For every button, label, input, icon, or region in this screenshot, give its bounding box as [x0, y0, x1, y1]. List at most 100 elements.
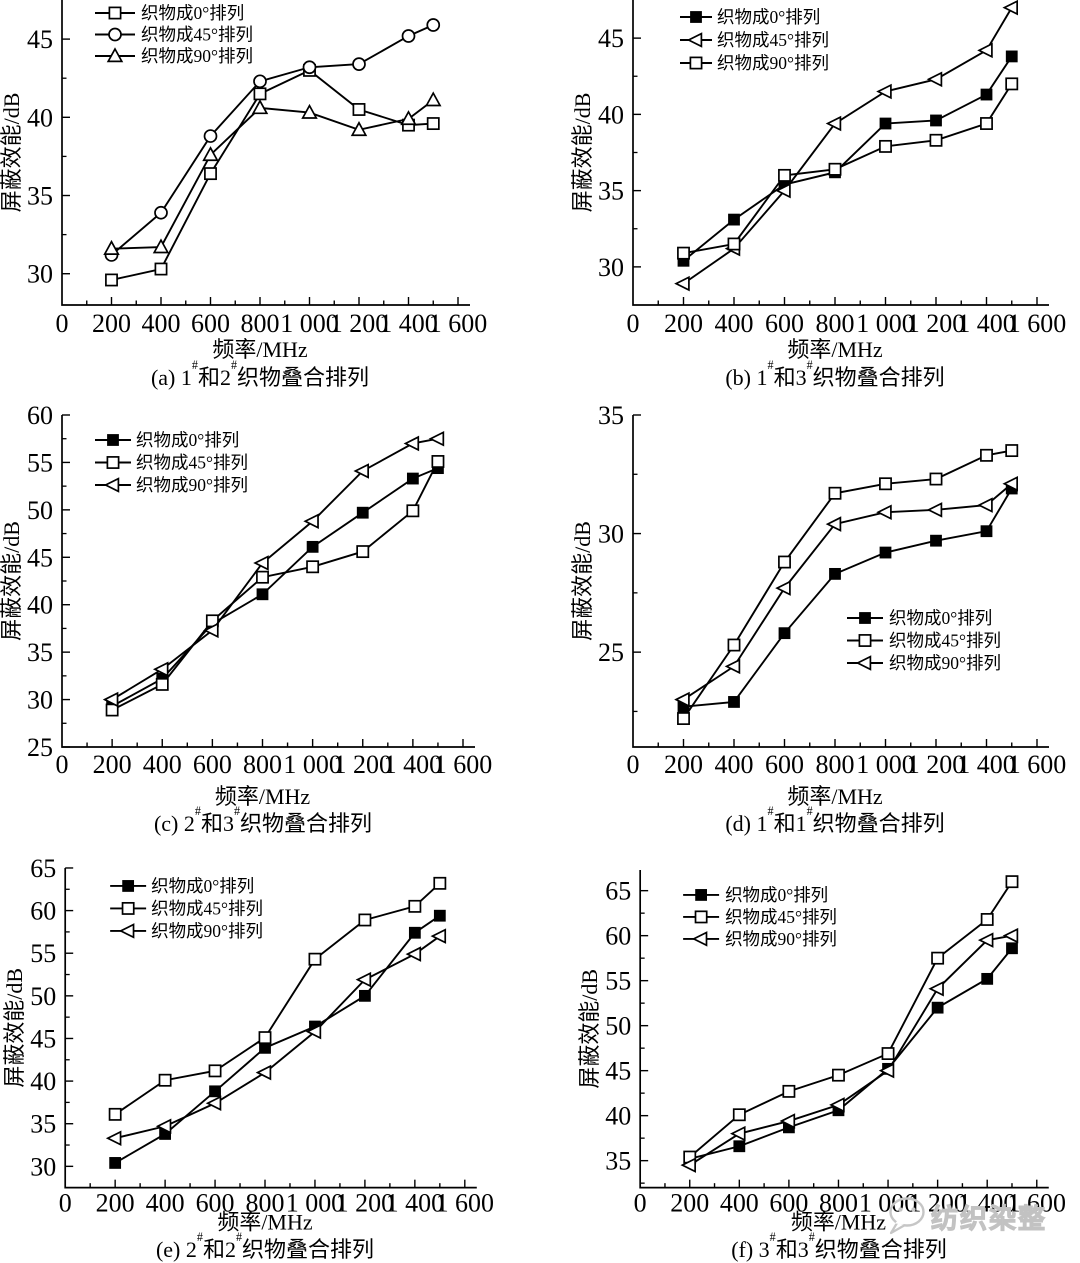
svg-text:织物成90°排列: 织物成90°排列 — [889, 653, 1001, 673]
svg-text:25: 25 — [27, 733, 53, 762]
svg-text:35: 35 — [598, 177, 624, 206]
y-axis-label: 屏蔽效能/dB — [570, 521, 595, 641]
svg-text:60: 60 — [605, 922, 631, 951]
svg-text:50: 50 — [605, 1012, 631, 1041]
svg-text:织物成90°排列: 织物成90°排列 — [141, 46, 253, 66]
svg-text:织物成45°排列: 织物成45°排列 — [717, 30, 829, 50]
svg-text:55: 55 — [30, 939, 56, 968]
svg-text:1 200: 1 200 — [334, 750, 393, 779]
svg-text:1 400: 1 400 — [384, 750, 443, 779]
svg-text:55: 55 — [27, 448, 53, 477]
chart-a: 0 200 400 600 800 1 000 1 200 1 400 1 600 30 35 40 4… — [0, 0, 540, 400]
svg-text:1 000: 1 000 — [856, 750, 915, 779]
x-axis-label: 频率/MHz — [787, 784, 883, 808]
svg-text:600: 600 — [193, 750, 232, 779]
svg-text:1 400: 1 400 — [379, 309, 438, 338]
svg-text:织物成0°排列: 织物成0°排列 — [141, 3, 244, 23]
svg-text:织物成90°排列: 织物成90°排列 — [136, 475, 248, 495]
svg-text:0: 0 — [59, 1189, 72, 1218]
series — [680, 875, 1019, 1173]
y-axis-label: 屏蔽效能/dB — [0, 521, 24, 641]
svg-text:40: 40 — [30, 1067, 56, 1096]
svg-text:800: 800 — [241, 309, 280, 338]
series — [105, 876, 447, 1169]
svg-text:65: 65 — [605, 877, 631, 906]
svg-text:50: 50 — [27, 496, 53, 525]
svg-text:0: 0 — [56, 309, 69, 338]
svg-text:1 600: 1 600 — [1008, 309, 1067, 338]
svg-text:40: 40 — [598, 100, 624, 129]
svg-text:50: 50 — [30, 982, 56, 1011]
svg-text:600: 600 — [769, 1189, 808, 1218]
svg-text:35: 35 — [605, 1147, 631, 1176]
svg-text:织物成0°排列: 织物成0°排列 — [725, 885, 828, 905]
x-axis-label: 频率/MHz — [217, 1210, 312, 1234]
x-axis-label: 频率/MHz — [212, 337, 308, 362]
svg-text:1 600: 1 600 — [429, 309, 488, 338]
series — [103, 18, 442, 287]
svg-text:800: 800 — [246, 1189, 285, 1218]
svg-text:0: 0 — [56, 750, 69, 779]
svg-text:0: 0 — [627, 309, 640, 338]
svg-text:800: 800 — [816, 750, 855, 779]
svg-text:30: 30 — [30, 1152, 56, 1181]
axes — [61, 0, 470, 306]
svg-text:800: 800 — [243, 750, 282, 779]
watermark: 纺织染整 — [886, 1196, 1047, 1236]
svg-text:织物成45°排列: 织物成45°排列 — [725, 907, 837, 927]
svg-text:45: 45 — [605, 1057, 631, 1086]
svg-text:45: 45 — [598, 24, 624, 53]
axes — [632, 0, 1049, 306]
series — [102, 430, 445, 717]
y-axis-label: 屏蔽效能/dB — [577, 969, 602, 1089]
svg-text:织物成0°排列: 织物成0°排列 — [136, 430, 239, 450]
svg-text:1 200: 1 200 — [336, 1189, 394, 1218]
svg-text:织物成90°排列: 织物成90°排列 — [151, 921, 263, 941]
svg-text:0: 0 — [627, 750, 640, 779]
svg-text:400: 400 — [715, 309, 754, 338]
svg-text:1 600: 1 600 — [1008, 1189, 1066, 1218]
svg-text:45: 45 — [30, 1024, 56, 1053]
svg-text:60: 60 — [30, 897, 56, 926]
svg-text:400: 400 — [143, 750, 182, 779]
x-axis-label: 频率/MHz — [791, 1210, 886, 1234]
chart-e: 0 200 400 600 800 1 000 1 200 1 400 1 600 30 35 40 4… — [0, 838, 540, 1263]
svg-text:60: 60 — [27, 401, 53, 430]
svg-text:1 200: 1 200 — [330, 309, 389, 338]
svg-text:200: 200 — [664, 750, 703, 779]
svg-text:35: 35 — [27, 638, 53, 667]
chart-c-caption: (c) 2 # 和3 # 织物叠合排列 — [153, 804, 373, 836]
svg-text:1 000: 1 000 — [859, 1189, 917, 1218]
y-axis-label: 屏蔽效能/dB — [2, 968, 27, 1088]
svg-text:1 000: 1 000 — [283, 750, 342, 779]
svg-text:55: 55 — [605, 967, 631, 996]
svg-text:0: 0 — [634, 1189, 647, 1218]
svg-text:200: 200 — [93, 750, 132, 779]
svg-text:织物成45°排列: 织物成45°排列 — [889, 631, 1001, 651]
axes — [639, 869, 1049, 1189]
svg-text:40: 40 — [605, 1102, 631, 1131]
svg-text:织物成45°排列: 织物成45°排列 — [151, 898, 263, 918]
svg-text:35: 35 — [30, 1110, 56, 1139]
svg-text:1 200: 1 200 — [907, 750, 966, 779]
svg-text:30: 30 — [598, 253, 624, 282]
y-axis-label: 屏蔽效能/dB — [570, 93, 595, 213]
svg-text:织物成0°排列: 织物成0°排列 — [889, 608, 992, 628]
svg-text:600: 600 — [191, 309, 230, 338]
x-axis-label: 频率/MHz — [215, 784, 311, 808]
chart-f: 0 200 400 600 800 1 000 1 200 1 400 1 600 35 40 45 5… — [540, 838, 1080, 1263]
chart-b-caption: (b) 1 # 和3 # 织物叠合排列 — [725, 358, 945, 390]
svg-text:织物成45°排列: 织物成45°排列 — [141, 25, 253, 45]
svg-text:1 000: 1 000 — [856, 309, 915, 338]
